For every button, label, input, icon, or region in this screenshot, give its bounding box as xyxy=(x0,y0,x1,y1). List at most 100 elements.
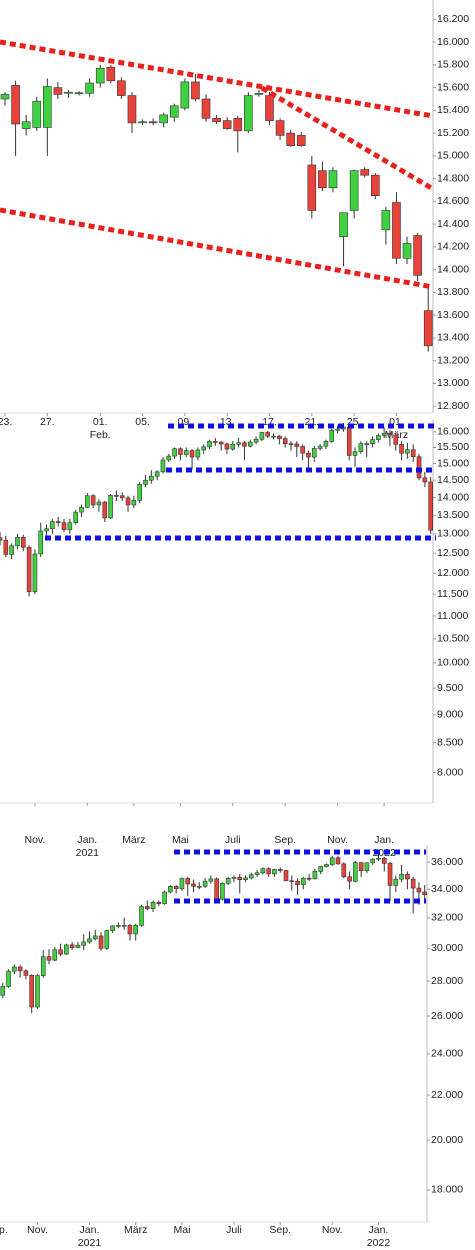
candle-body xyxy=(40,956,46,976)
candle-body xyxy=(85,495,90,508)
candle-body xyxy=(265,95,274,121)
y-tick-label: 10.500 xyxy=(437,633,469,645)
y-tick-label: 14.000 xyxy=(437,491,469,503)
candle-body xyxy=(119,495,125,499)
candle-body xyxy=(296,135,306,146)
candle-body xyxy=(341,863,347,878)
candle-body xyxy=(75,944,81,948)
candle-body xyxy=(79,507,84,513)
candle-body xyxy=(114,495,119,497)
candle-body xyxy=(110,925,115,931)
candle-body xyxy=(64,91,73,94)
candle-body xyxy=(106,66,116,82)
candle-body xyxy=(360,169,370,176)
candle-body xyxy=(214,878,219,900)
candle-body xyxy=(102,501,108,519)
y-tick-label: 13.000 xyxy=(437,377,469,389)
y-tick-label: 28.000 xyxy=(431,975,463,987)
candle-body xyxy=(387,433,393,436)
candle-body xyxy=(0,986,6,996)
candle-body xyxy=(370,858,376,864)
trend-line xyxy=(0,207,434,290)
candle-body xyxy=(3,540,9,555)
candle-body xyxy=(422,891,428,895)
candle-body xyxy=(324,864,329,867)
candle-body xyxy=(154,471,160,477)
candle-body xyxy=(180,81,190,109)
candle-body xyxy=(169,105,179,118)
candle-body xyxy=(225,878,231,884)
candle-body xyxy=(399,443,404,454)
candle-body xyxy=(318,866,323,872)
y-tick-label: 24.000 xyxy=(431,1048,463,1060)
candle-body xyxy=(283,870,289,882)
candle-body xyxy=(35,975,40,1008)
candle-body xyxy=(53,87,63,95)
candle-body xyxy=(381,857,387,864)
candle-body xyxy=(266,868,271,875)
candle-body xyxy=(393,878,399,886)
y-tick-label: 15.500 xyxy=(437,441,469,453)
candle-body xyxy=(43,86,52,128)
candle-body xyxy=(413,235,422,276)
candle-body xyxy=(201,446,206,451)
x-tick-label: Jan. xyxy=(77,834,97,846)
x-group-label: 2021 xyxy=(76,847,100,859)
candle-body xyxy=(364,862,370,871)
candle-body xyxy=(329,430,335,442)
y-tick-label: 20.000 xyxy=(431,1134,463,1146)
candle-body xyxy=(306,877,312,880)
candle-body xyxy=(108,495,113,519)
candle-body xyxy=(311,448,317,458)
y-tick-label: 15.400 xyxy=(437,104,469,116)
x-group-label: 2022 xyxy=(367,1237,391,1249)
y-tick-label: 16.000 xyxy=(437,426,469,438)
candle-body xyxy=(137,484,142,501)
candle-body xyxy=(399,873,404,880)
candle-body xyxy=(183,450,189,455)
y-tick-label: 14.800 xyxy=(437,172,469,184)
x-tick-label: Sep. xyxy=(269,1224,291,1236)
candle-body xyxy=(213,441,218,443)
y-tick-label: 12.000 xyxy=(437,567,469,579)
candle-body xyxy=(247,441,253,447)
y-tick-label: 36.000 xyxy=(431,856,463,868)
y-tick-label: 13.200 xyxy=(437,354,469,366)
candle-body xyxy=(254,92,264,95)
y-tick-label: 30.000 xyxy=(431,942,463,954)
candle-body xyxy=(149,475,154,481)
candle-body xyxy=(58,949,63,955)
annotations xyxy=(0,39,436,904)
candle-body xyxy=(139,906,144,926)
trend-line xyxy=(260,85,435,192)
candle-body xyxy=(405,873,410,880)
candle-body xyxy=(288,443,294,445)
x-tick-label: Nov. xyxy=(327,834,348,846)
x-tick-label: März xyxy=(122,834,145,846)
candle-body xyxy=(272,869,277,875)
y-tick-label: 16.200 xyxy=(437,13,469,25)
candle-body xyxy=(353,862,358,882)
candle-body xyxy=(207,441,212,448)
y-tick-label: 12.800 xyxy=(437,400,469,412)
candle-body xyxy=(335,857,341,865)
candle-body xyxy=(20,537,26,548)
candle-body xyxy=(295,880,300,885)
candle-body xyxy=(44,528,49,532)
candle-body xyxy=(148,121,158,124)
candle-body xyxy=(208,878,214,882)
y-tick-label: 15.000 xyxy=(437,457,469,469)
candle-body xyxy=(410,449,416,458)
y-tick-label: 11.500 xyxy=(437,588,468,600)
candle-body xyxy=(6,970,11,987)
candle-body xyxy=(218,441,224,445)
candle-body xyxy=(358,443,364,452)
x-tick-label: Mai xyxy=(172,834,189,846)
candle-body xyxy=(282,438,288,444)
candle-body xyxy=(242,442,247,447)
candle-body xyxy=(104,930,110,949)
candle-body xyxy=(127,95,137,124)
candle-body xyxy=(222,120,232,129)
candle-body xyxy=(230,443,236,450)
